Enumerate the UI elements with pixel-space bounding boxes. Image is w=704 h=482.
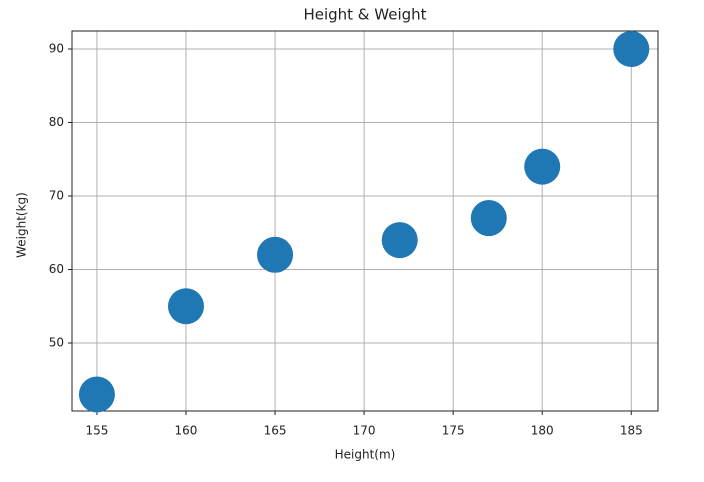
x-tick-label: 160: [175, 424, 198, 438]
x-tick-label: 175: [442, 424, 465, 438]
y-tick-label: 70: [49, 189, 64, 203]
point: [381, 222, 418, 259]
plot-frame: [71, 30, 659, 412]
chart-title: Height & Weight: [303, 6, 426, 24]
point: [257, 236, 294, 273]
y-tick-label: 60: [49, 262, 64, 276]
y-axis-label: Weight(kg): [15, 192, 29, 258]
point: [167, 288, 204, 325]
point: [470, 200, 507, 237]
y-tick-label: 90: [49, 42, 64, 56]
point: [613, 31, 650, 68]
y-tick-label: 50: [49, 336, 64, 350]
x-axis-label: Height(m): [335, 448, 396, 462]
x-tick-label: 165: [264, 424, 287, 438]
point: [524, 148, 561, 185]
point: [78, 376, 115, 413]
x-tick-label: 155: [85, 424, 108, 438]
x-tick-label: 180: [531, 424, 554, 438]
x-tick-label: 185: [620, 424, 643, 438]
y-tick-label: 80: [49, 115, 64, 129]
x-tick-label: 170: [353, 424, 376, 438]
